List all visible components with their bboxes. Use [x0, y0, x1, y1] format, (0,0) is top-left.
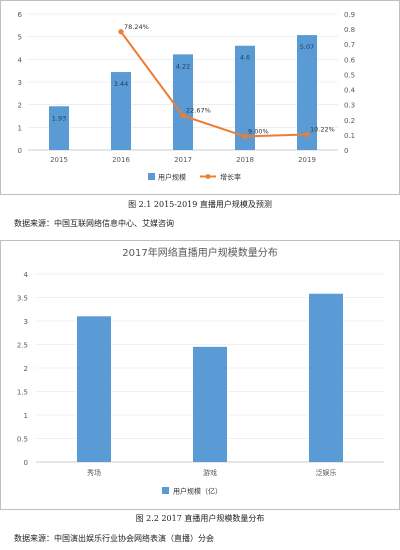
line-point: [180, 113, 186, 119]
figure-1-source: 数据来源：中国互联网络信息中心、艾媒咨询: [14, 219, 174, 228]
y-tick-label: 1: [24, 412, 28, 420]
bar: [111, 72, 131, 150]
y-left-tick-label: 1: [18, 124, 22, 132]
y-right-tick-label: 0.3: [344, 102, 355, 110]
line-data-label: 9.00%: [248, 127, 269, 135]
chart-2015-2019-users: 0 1 2 3 4 5 6 0 0.1 0.2 0.3 0.4 0.5 0.6 0.7 0.8 0.9 1.93 3…: [0, 0, 400, 195]
chart-title: 2017年网络直播用户规模数量分布: [122, 246, 277, 259]
y-tick-label: 0.5: [17, 436, 28, 444]
bar-data-label: 5.07: [300, 43, 314, 51]
x-tick-label: 2017: [174, 156, 192, 164]
bar: [77, 316, 111, 462]
y-left-tick-label: 4: [18, 56, 23, 64]
y-tick-label: 1.5: [17, 389, 28, 397]
line-point: [304, 131, 310, 138]
bar-data-label: 3.44: [114, 80, 128, 88]
y-right-tick-label: 0.7: [344, 41, 355, 49]
y-tick-label: 3: [24, 318, 28, 326]
line-point: [118, 29, 124, 35]
legend-line-marker: [205, 174, 211, 179]
bar: [297, 35, 317, 150]
y-left-tick-label: 3: [18, 79, 22, 87]
legend-bar-swatch: [162, 487, 169, 494]
bar-data-label: 4.6: [240, 54, 250, 62]
bar: [193, 346, 227, 462]
x-tick-label: 2018: [236, 156, 254, 164]
y-tick-label: 2.5: [17, 342, 28, 350]
y-tick-label: 0: [24, 459, 28, 467]
x-tick-label: 泛娱乐: [316, 468, 337, 477]
bar-data-label: 1.93: [52, 114, 66, 122]
figure-2-caption: 图 2.2 2017 直播用户规模数量分布: [135, 514, 265, 523]
line-data-label: 78.24%: [124, 23, 149, 31]
y-left-tick-label: 2: [18, 102, 22, 110]
x-tick-label: 2019: [298, 156, 316, 164]
bar-data-label: 4.22: [176, 62, 190, 70]
y-right-tick-label: 0.1: [344, 132, 355, 140]
line-data-label: 22.67%: [186, 107, 211, 115]
x-tick-label: 秀场: [87, 468, 101, 477]
y-right-tick-label: 0.5: [344, 71, 355, 79]
line-point: [242, 133, 248, 139]
y-tick-label: 2: [24, 365, 28, 373]
legend-bar-swatch: [148, 173, 155, 180]
bar: [173, 54, 193, 151]
legend-bar-label: 用户规模（亿）: [173, 487, 222, 496]
figure-2-source: 数据来源：中国演出娱乐行业协会网络表演（直播）分会: [14, 534, 214, 543]
y-left-tick-label: 0: [18, 147, 22, 155]
line-data-label: 10.22%: [310, 126, 335, 134]
y-right-tick-label: 0.8: [344, 26, 355, 34]
y-right-tick-label: 0.2: [344, 117, 355, 125]
x-tick-label: 2016: [112, 156, 130, 164]
x-tick-label: 游戏: [203, 468, 217, 477]
growth-line: [120, 31, 308, 138]
y-left-tick-label: 6: [18, 11, 23, 19]
chart-2017-distribution: 2017年网络直播用户规模数量分布 0 0.5 1 1.5 2 2.5 3 3.5 4 秀场 游戏 泛娱…: [0, 240, 400, 510]
y-tick-label: 3.5: [17, 295, 28, 303]
figure-1-caption: 图 2.1 2015-2019 直播用户规模及预测: [128, 200, 272, 209]
legend-line-label: 增长率: [220, 173, 241, 182]
x-tick-label: 2015: [50, 156, 68, 164]
y-right-tick-label: 0.4: [344, 87, 356, 95]
legend-bar-label: 用户规模: [158, 173, 186, 182]
bar: [49, 106, 69, 150]
bar: [235, 45, 255, 150]
chart-frame: [0, 0, 400, 195]
bar: [309, 293, 343, 462]
y-left-tick-label: 5: [18, 34, 22, 42]
y-tick-label: 4: [24, 271, 29, 279]
y-right-tick-label: 0: [344, 147, 348, 155]
y-right-tick-label: 0.6: [344, 56, 356, 64]
y-right-tick-label: 0.9: [344, 11, 355, 19]
